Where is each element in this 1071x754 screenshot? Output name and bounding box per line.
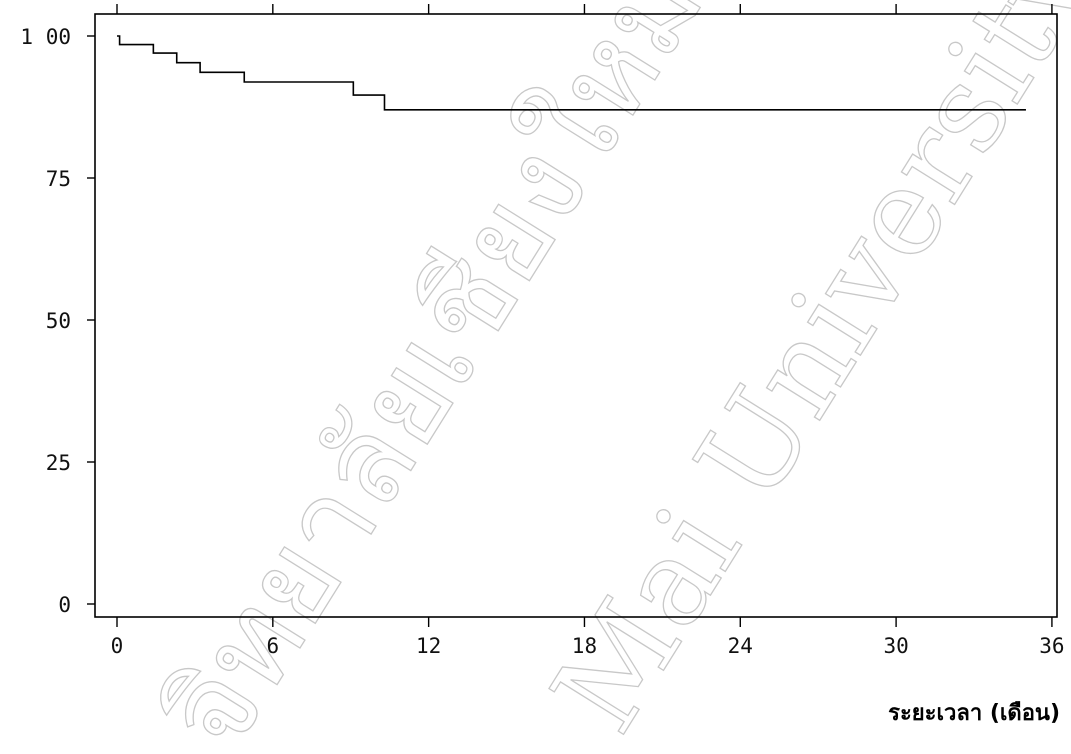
y-tick-label-0: 0	[58, 593, 71, 617]
y-tick-label-4: 1 00	[20, 25, 71, 49]
x-tick-label-3: 18	[572, 634, 597, 658]
x-tick-label-6: 36	[1039, 634, 1064, 658]
x-axis-ticks	[116, 4, 1053, 627]
x-axis-tick-labels: 0 6 12 18 24 30 36	[111, 634, 1065, 658]
y-tick-label-1: 25	[46, 451, 71, 475]
plot-frame	[94, 13, 1058, 618]
y-axis-tick-labels: 0 25 50 75 1 00	[20, 25, 71, 617]
x-axis-title: ระยะเวลา (เดือน)	[888, 701, 1060, 726]
y-tick-label-3: 75	[46, 167, 71, 191]
x-tick-label-1: 6	[266, 634, 279, 658]
x-tick-label-0: 0	[111, 634, 124, 658]
series-line-0	[117, 35, 1026, 111]
x-tick-label-4: 24	[728, 634, 753, 658]
series-layer	[117, 35, 1026, 111]
x-tick-label-5: 30	[883, 634, 908, 658]
y-tick-label-2: 50	[46, 309, 71, 333]
x-tick-label-2: 12	[416, 634, 441, 658]
y-axis-ticks	[87, 35, 95, 605]
